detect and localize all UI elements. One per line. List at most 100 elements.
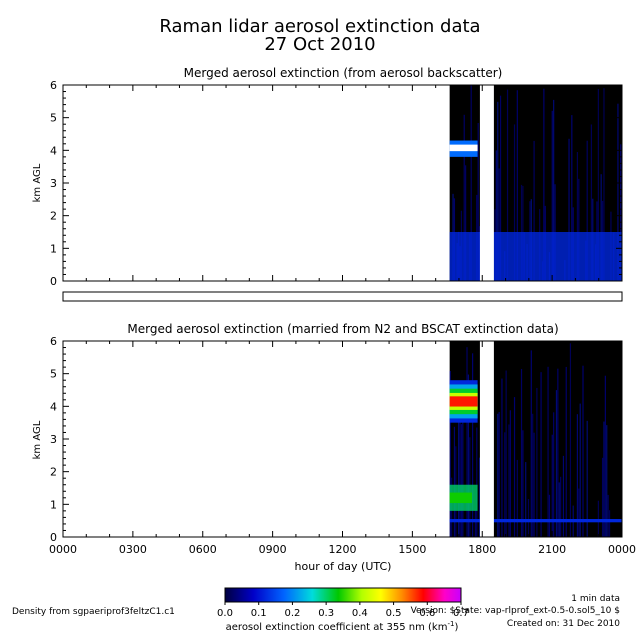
heatmap-streak (569, 343, 572, 537)
heatmap-streak (520, 368, 523, 537)
boundary-layer-core (449, 492, 473, 504)
heatmap-streak (474, 509, 476, 537)
x-axis-label: hour of day (UTC) (295, 560, 392, 573)
heatmap-streak (478, 457, 481, 537)
panel2-ylabel: km AGL (32, 420, 43, 459)
heatmap-field (449, 85, 622, 281)
heatmap-streak (504, 432, 506, 537)
y-tick-label: 6 (50, 79, 57, 92)
heatmap-streak (578, 178, 580, 281)
heatmap-streak (522, 430, 524, 537)
y-tick-label: 2 (50, 210, 57, 223)
heatmap-streak (547, 366, 549, 537)
colorbar-tick-label: 0.5 (386, 608, 402, 619)
heatmap-streak (576, 414, 579, 537)
heatmap-streak (463, 114, 465, 281)
colorbar-tick-label: 0.2 (284, 608, 300, 619)
colorbar-tick-label: 0.0 (217, 608, 233, 619)
colorbar-label: aerosol extinction coefficient at 355 nm… (226, 620, 459, 633)
colorbar-tick-label: 0.6 (419, 608, 435, 619)
heatmap-streak (472, 353, 474, 537)
colorbar-label-text: aerosol extinction coefficient at 355 nm… (226, 622, 448, 633)
heatmap-streak (597, 89, 599, 281)
heatmap-streak (465, 165, 467, 281)
heatmap-streak (470, 85, 472, 281)
heatmap-streak (576, 152, 579, 281)
y-tick-label: 1 (50, 498, 57, 511)
heatmap-streak (532, 413, 534, 537)
y-tick-label: 0 (50, 531, 57, 544)
colorbar-tick-label: 0.7 (453, 608, 469, 619)
heatmap-streak (533, 140, 535, 281)
aerosol-layer-band (449, 396, 478, 407)
heatmap-streak (460, 424, 463, 537)
x-tick-label: 1200 (329, 543, 357, 556)
heatmap-streak (497, 413, 499, 537)
data-gap (479, 341, 494, 537)
heatmap-streak (498, 412, 500, 537)
heatmap-streak (508, 424, 510, 537)
heatmap-streak (617, 103, 619, 281)
heatmap-streak (603, 421, 605, 537)
separator-bar (62, 291, 623, 302)
heatmap-streak (513, 397, 516, 537)
heatmap-streak (501, 378, 503, 537)
heatmap-streak (516, 459, 518, 537)
heatmap-streak (551, 110, 553, 281)
panel2-plot: 0 1 2 3 4 5 6 0000 0300 0600 0900 1200 1500 1800 2100 0… (49, 335, 636, 556)
figure-title-line1: Raman lidar aerosol extinction data (159, 16, 480, 37)
heatmap-streak (590, 124, 592, 281)
heatmap-streak (600, 174, 602, 281)
heatmap-streak (459, 394, 461, 537)
heatmap-streak (607, 494, 609, 537)
heatmap-streak (578, 488, 580, 537)
min-data-note: 1 min data (571, 594, 620, 604)
version-note: Version: $State: vap-rlprof_ext-0.5-0.so… (411, 606, 620, 616)
heatmap-field (449, 341, 622, 537)
heatmap-streak (462, 403, 464, 537)
heatmap-streak (553, 99, 555, 281)
y-tick-label: 4 (50, 400, 57, 413)
surface-line (449, 519, 622, 523)
heatmap-streak (516, 90, 518, 281)
panel1-plot: 0 1 2 3 4 5 6 (50, 79, 623, 288)
colorbar-label-suffix: ) (454, 622, 458, 633)
heatmap-streak (540, 372, 542, 537)
heatmap-streak (495, 150, 497, 281)
heatmap-streak (530, 350, 532, 537)
heatmap-streak (558, 482, 560, 537)
colorbar-tick-label: 0.1 (251, 608, 267, 619)
heatmap-streak (449, 370, 451, 537)
colorbar-label-exponent: -1 (447, 620, 454, 628)
heatmap-streak (533, 432, 535, 537)
heatmap-streak (467, 374, 470, 537)
heatmap-streak (571, 115, 573, 281)
heatmap-streak (579, 403, 581, 537)
heatmap-streak (497, 101, 499, 281)
heatmap-streak (499, 95, 502, 281)
heatmap-streak (562, 455, 565, 537)
heatmap-streak (597, 500, 599, 537)
x-tick-label: 0300 (119, 543, 147, 556)
heatmap-streak (477, 123, 479, 281)
x-tick-label: 0900 (259, 543, 287, 556)
y-tick-label: 6 (50, 335, 57, 348)
x-tick-label: 0600 (189, 543, 217, 556)
heatmap-streak (505, 370, 507, 537)
y-tick-label: 1 (50, 242, 57, 255)
colorbar (224, 587, 462, 603)
x-tick-label: 2100 (538, 543, 566, 556)
panel1-title: Merged aerosol extinction (from aerosol … (184, 66, 503, 80)
y-tick-label: 2 (50, 466, 57, 479)
heatmap-streak (543, 88, 545, 281)
heatmap-streak (608, 510, 611, 537)
heatmap-streak (555, 390, 558, 537)
heatmap-streak (604, 375, 606, 537)
x-tick-label: 0000 (49, 543, 77, 556)
heatmap-streak (466, 347, 468, 537)
heatmap-streak (586, 140, 588, 281)
heatmap-streak (513, 124, 516, 281)
heatmap-streak (557, 368, 559, 537)
heatmap-streak (458, 391, 460, 537)
